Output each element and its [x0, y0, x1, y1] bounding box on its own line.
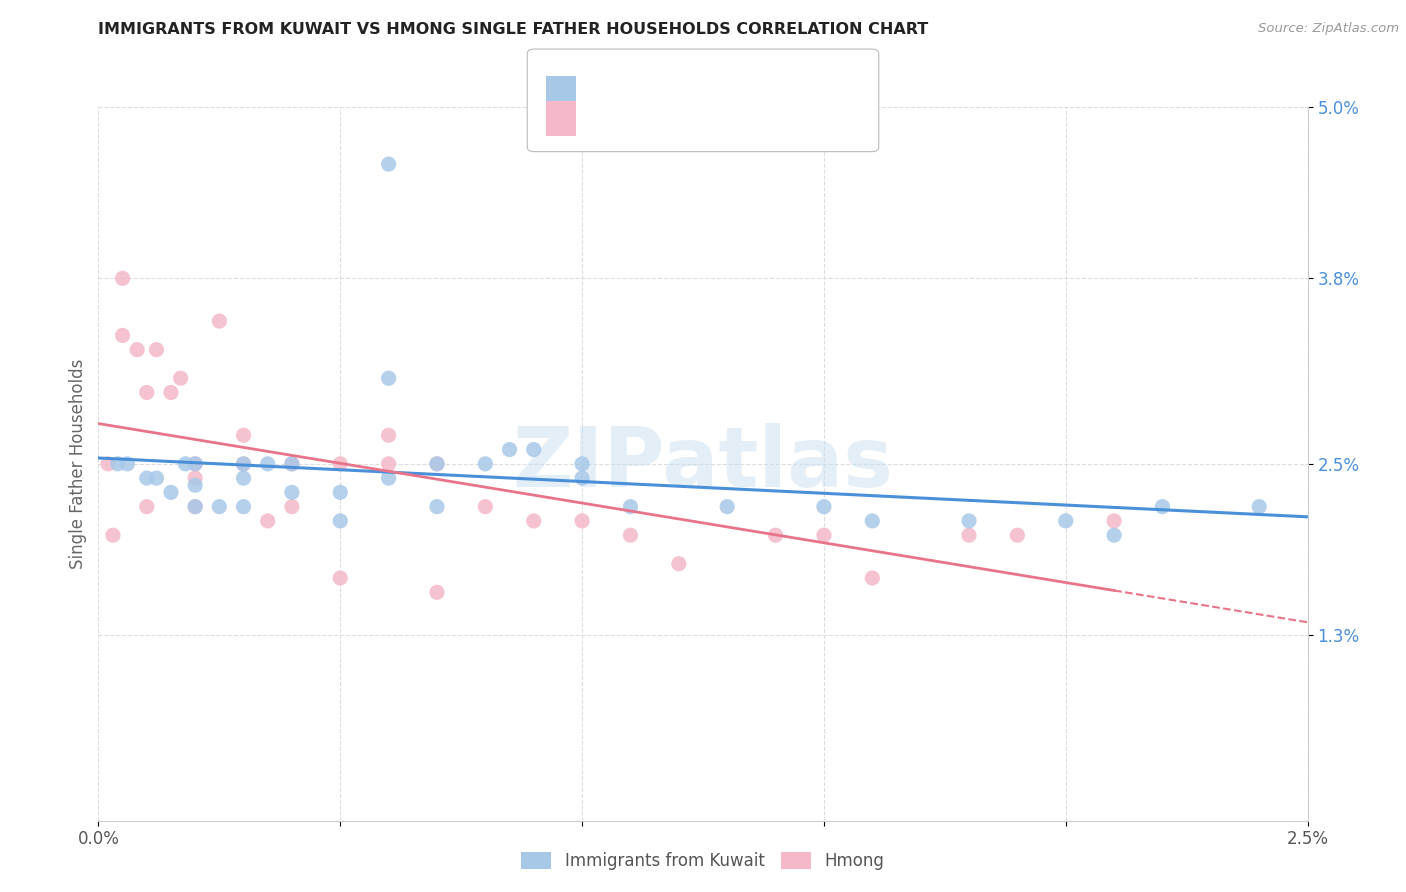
Point	[765, 528, 787, 542]
Point	[232, 428, 254, 442]
Point	[281, 457, 304, 471]
Point	[101, 528, 124, 542]
Point	[426, 457, 449, 471]
Point	[860, 571, 883, 585]
Point	[111, 328, 134, 343]
Point	[377, 371, 399, 385]
Text: 36: 36	[710, 112, 731, 126]
Point	[474, 457, 496, 471]
Point	[716, 500, 738, 514]
Point	[813, 500, 835, 514]
Point	[1102, 528, 1125, 542]
Point	[571, 471, 593, 485]
Point	[184, 457, 207, 471]
Point	[281, 500, 304, 514]
Point	[1152, 500, 1174, 514]
Text: ZIPatlas: ZIPatlas	[513, 424, 893, 504]
Point	[377, 457, 399, 471]
Point	[135, 500, 157, 514]
Point	[571, 514, 593, 528]
Text: R =: R =	[588, 87, 621, 101]
Point	[145, 471, 167, 485]
Point	[329, 514, 352, 528]
Text: 36: 36	[710, 87, 731, 101]
Point	[668, 557, 690, 571]
Point	[474, 500, 496, 514]
Text: N =: N =	[679, 87, 713, 101]
Point	[232, 471, 254, 485]
Point	[329, 485, 352, 500]
Point	[426, 585, 449, 599]
Point	[232, 457, 254, 471]
Point	[1054, 514, 1077, 528]
Point	[169, 371, 191, 385]
Point	[426, 500, 449, 514]
Point	[184, 471, 207, 485]
Point	[813, 528, 835, 542]
Point	[619, 500, 641, 514]
Legend: Immigrants from Kuwait, Hmong: Immigrants from Kuwait, Hmong	[515, 845, 891, 877]
Text: -0.122: -0.122	[619, 112, 673, 126]
Point	[184, 457, 207, 471]
Point	[377, 157, 399, 171]
Point	[111, 271, 134, 285]
Point	[135, 385, 157, 400]
Point	[117, 457, 139, 471]
Point	[256, 457, 278, 471]
Point	[127, 343, 149, 357]
Point	[184, 478, 207, 492]
Point	[256, 514, 278, 528]
Point	[1249, 500, 1271, 514]
Point	[1007, 528, 1029, 542]
Point	[281, 457, 304, 471]
Point	[232, 500, 254, 514]
Text: N =: N =	[679, 112, 713, 126]
Point	[174, 457, 197, 471]
Text: R =: R =	[588, 112, 621, 126]
Point	[107, 457, 129, 471]
Point	[523, 514, 546, 528]
Text: -0.096: -0.096	[619, 87, 673, 101]
Text: Source: ZipAtlas.com: Source: ZipAtlas.com	[1258, 22, 1399, 36]
Point	[957, 514, 980, 528]
Text: IMMIGRANTS FROM KUWAIT VS HMONG SINGLE FATHER HOUSEHOLDS CORRELATION CHART: IMMIGRANTS FROM KUWAIT VS HMONG SINGLE F…	[98, 22, 929, 37]
Point	[208, 314, 231, 328]
Point	[97, 457, 120, 471]
Y-axis label: Single Father Households: Single Father Households	[69, 359, 87, 569]
Point	[208, 500, 231, 514]
Point	[426, 457, 449, 471]
Point	[619, 528, 641, 542]
Point	[160, 385, 183, 400]
Point	[281, 485, 304, 500]
Point	[232, 457, 254, 471]
Point	[160, 485, 183, 500]
Point	[1102, 514, 1125, 528]
Point	[523, 442, 546, 457]
Point	[957, 528, 980, 542]
Point	[135, 471, 157, 485]
Point	[184, 500, 207, 514]
Point	[498, 442, 520, 457]
Point	[145, 343, 167, 357]
Point	[329, 457, 352, 471]
Point	[377, 428, 399, 442]
Point	[860, 514, 883, 528]
Point	[377, 471, 399, 485]
Point	[329, 571, 352, 585]
Point	[571, 457, 593, 471]
Point	[184, 500, 207, 514]
